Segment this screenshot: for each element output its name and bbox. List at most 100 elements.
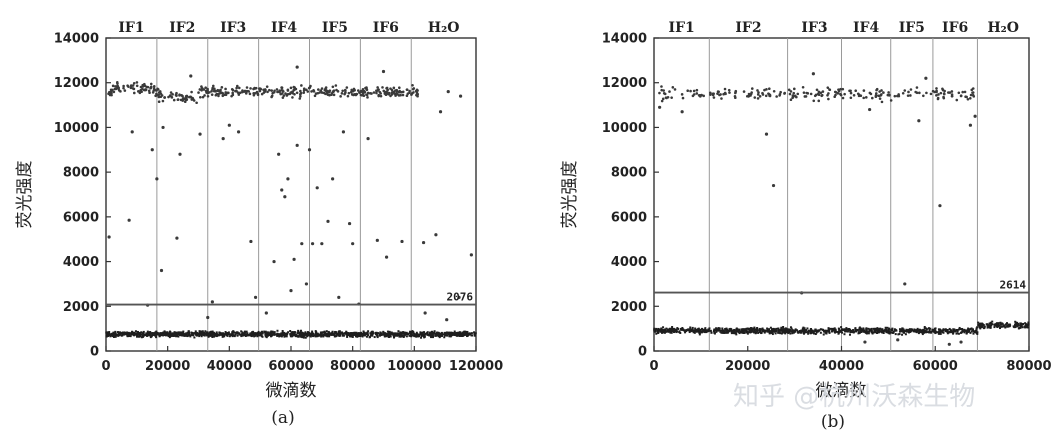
- negative-droplet: [278, 334, 281, 337]
- positive-droplet: [238, 91, 242, 95]
- negative-droplet: [397, 330, 400, 333]
- negative-droplet: [126, 334, 129, 337]
- positive-droplet: [959, 94, 963, 97]
- scattered-droplet: [680, 110, 684, 114]
- scattered-droplet: [304, 282, 309, 286]
- negative-droplet: [345, 330, 348, 333]
- negative-droplet: [854, 328, 857, 331]
- positive-droplet: [151, 91, 155, 94]
- negative-droplet: [709, 329, 712, 332]
- negative-droplet: [958, 326, 961, 329]
- negative-droplet: [763, 331, 766, 334]
- negative-droplet: [274, 333, 277, 336]
- positive-droplet: [270, 89, 273, 92]
- negative-droplet: [705, 329, 708, 332]
- positive-droplet: [969, 93, 973, 97]
- negative-droplet: [108, 331, 111, 334]
- negative-droplet: [270, 335, 273, 338]
- positive-droplet: [291, 91, 294, 95]
- negative-droplet: [139, 335, 142, 338]
- negative-droplet: [789, 332, 792, 335]
- negative-droplet: [215, 333, 218, 336]
- positive-droplet: [950, 94, 954, 98]
- positive-droplet: [681, 96, 685, 100]
- chart-panel-b: IF1 IF2 IF3 IF4 IF5 IF6 H₂O 0 2000 4000 6000 8000 10…: [560, 20, 1052, 432]
- positive-droplet: [253, 92, 257, 95]
- scattered-droplet: [771, 183, 776, 188]
- positive-droplet: [789, 90, 793, 93]
- negative-droplet: [315, 331, 318, 334]
- negative-droplet: [700, 327, 703, 330]
- positive-droplet: [197, 91, 200, 94]
- negative-droplet: [995, 324, 998, 327]
- positive-droplet: [396, 93, 399, 96]
- positive-droplet: [292, 85, 296, 89]
- negative-droplet: [959, 328, 962, 331]
- negative-droplet: [176, 333, 179, 336]
- negative-droplet: [228, 335, 231, 338]
- positive-droplet: [152, 84, 156, 88]
- positive-droplet: [963, 90, 967, 94]
- negative-droplet: [260, 335, 263, 338]
- positive-droplet: [122, 86, 125, 90]
- negative-droplet: [198, 332, 201, 335]
- positive-droplet: [814, 93, 818, 97]
- negative-droplet: [867, 330, 870, 333]
- scattered-droplet: [206, 315, 210, 320]
- positive-droplet: [390, 91, 394, 94]
- negative-droplet: [202, 334, 205, 337]
- negative-droplet: [173, 332, 176, 335]
- positive-droplet: [211, 87, 214, 91]
- negative-droplet: [149, 331, 152, 334]
- negative-droplet: [875, 328, 878, 331]
- negative-droplet: [434, 334, 437, 337]
- scattered-droplet: [155, 177, 159, 181]
- negative-droplet: [121, 334, 124, 337]
- positive-droplet: [280, 92, 284, 95]
- negative-droplet: [392, 336, 395, 339]
- negative-droplet: [760, 332, 763, 335]
- positive-droplet: [203, 94, 206, 97]
- negative-droplet: [409, 334, 412, 337]
- positive-droplet: [841, 96, 845, 100]
- negative-droplet: [813, 332, 816, 335]
- positive-droplet: [942, 95, 945, 99]
- negative-droplet: [792, 330, 795, 333]
- negative-droplet: [778, 329, 781, 332]
- panel-subtitle: (a): [271, 408, 294, 428]
- negative-droplet: [883, 329, 886, 332]
- scattered-droplet: [863, 340, 867, 344]
- positive-droplet: [266, 90, 269, 94]
- negative-droplet: [210, 330, 213, 333]
- negative-droplet: [339, 332, 342, 335]
- negative-droplet: [890, 329, 893, 332]
- negative-droplet: [443, 332, 446, 335]
- negative-droplet: [998, 327, 1001, 330]
- negative-droplet: [769, 326, 772, 329]
- scattered-droplet: [458, 94, 463, 98]
- negative-droplet: [887, 329, 890, 332]
- negative-droplet: [241, 332, 244, 335]
- negative-droplet: [833, 329, 836, 332]
- y-tick-label: 4000: [63, 255, 99, 270]
- negative-droplet: [859, 330, 862, 333]
- positive-droplet: [191, 96, 194, 100]
- negative-droplet: [1022, 322, 1025, 325]
- negative-droplet: [1006, 325, 1009, 328]
- x-axis-title: 微滴数: [266, 381, 317, 401]
- negative-droplet: [717, 327, 720, 330]
- negative-droplet: [931, 328, 934, 331]
- positive-droplet: [180, 94, 183, 97]
- positive-droplet: [903, 89, 907, 92]
- positive-droplet: [765, 88, 768, 91]
- negative-droplet: [126, 331, 129, 334]
- negative-droplet: [988, 322, 991, 325]
- positive-droplet: [826, 86, 830, 89]
- negative-droplet: [772, 328, 775, 331]
- negative-droplet: [978, 326, 981, 329]
- negative-droplet: [810, 327, 813, 330]
- negative-droplet: [149, 336, 152, 339]
- negative-droplet: [166, 333, 169, 336]
- negative-droplet: [733, 329, 736, 332]
- negative-droplet: [393, 335, 396, 338]
